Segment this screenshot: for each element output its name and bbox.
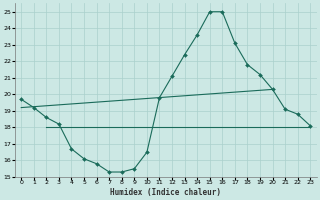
X-axis label: Humidex (Indice chaleur): Humidex (Indice chaleur) <box>110 188 221 197</box>
